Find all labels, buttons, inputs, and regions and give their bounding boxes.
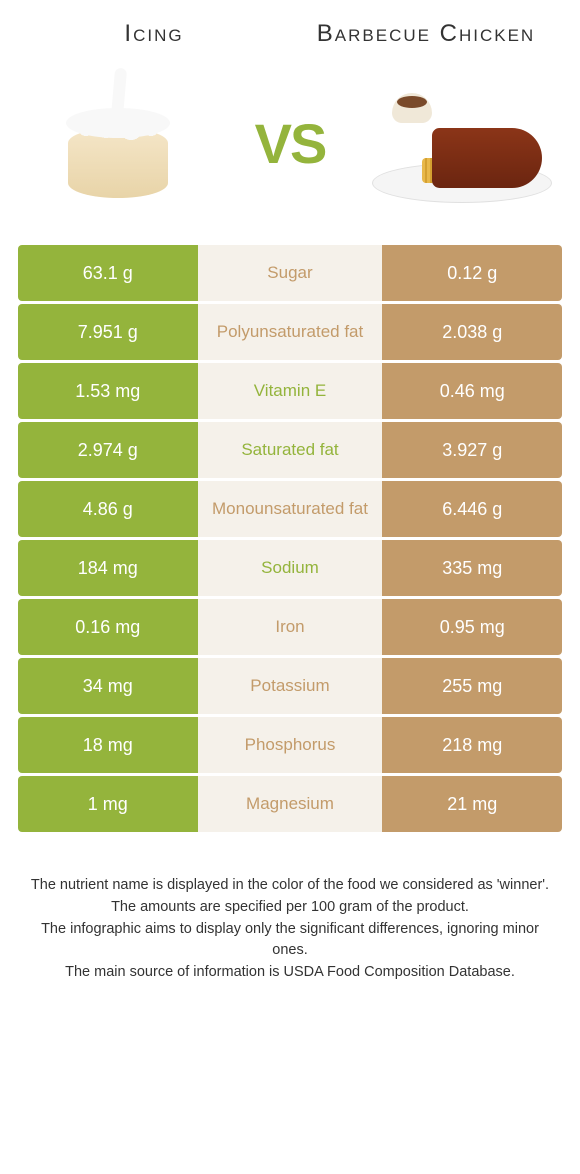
nutrient-value-left: 184 mg xyxy=(18,540,198,596)
nutrient-row: 184 mgSodium335 mg xyxy=(18,540,562,596)
nutrient-row: 4.86 gMonounsaturated fat6.446 g xyxy=(18,481,562,537)
nutrient-row: 34 mgPotassium255 mg xyxy=(18,658,562,714)
infographic-container: Icing Barbecue Chicken VS 63.1 gSugar0.1… xyxy=(0,0,580,1004)
bbq-icon xyxy=(372,83,552,203)
nutrient-label: Magnesium xyxy=(198,776,383,832)
nutrient-value-right: 335 mg xyxy=(382,540,562,596)
nutrient-value-right: 218 mg xyxy=(382,717,562,773)
footer-line: The infographic aims to display only the… xyxy=(26,919,554,963)
nutrient-row: 7.951 gPolyunsaturated fat2.038 g xyxy=(18,304,562,360)
footer-notes: The nutrient name is displayed in the co… xyxy=(18,875,562,984)
nutrient-label: Potassium xyxy=(198,658,383,714)
nutrient-label: Phosphorus xyxy=(198,717,383,773)
nutrient-value-right: 3.927 g xyxy=(382,422,562,478)
nutrient-value-right: 255 mg xyxy=(382,658,562,714)
nutrient-value-left: 34 mg xyxy=(18,658,198,714)
nutrient-value-right: 0.12 g xyxy=(382,245,562,301)
nutrient-row: 18 mgPhosphorus218 mg xyxy=(18,717,562,773)
food-image-right xyxy=(362,68,562,218)
nutrient-value-right: 6.446 g xyxy=(382,481,562,537)
images-row: VS xyxy=(18,68,562,218)
nutrient-value-left: 1.53 mg xyxy=(18,363,198,419)
nutrient-label: Iron xyxy=(198,599,383,655)
nutrient-table: 63.1 gSugar0.12 g7.951 gPolyunsaturated … xyxy=(18,242,562,835)
nutrient-label: Saturated fat xyxy=(198,422,383,478)
header-row: Icing Barbecue Chicken xyxy=(18,20,562,48)
vs-label: VS xyxy=(255,111,326,176)
nutrient-value-left: 7.951 g xyxy=(18,304,198,360)
footer-line: The main source of information is USDA F… xyxy=(26,962,554,984)
nutrient-value-right: 0.95 mg xyxy=(382,599,562,655)
nutrient-label: Monounsaturated fat xyxy=(198,481,383,537)
nutrient-row: 63.1 gSugar0.12 g xyxy=(18,245,562,301)
nutrient-value-left: 1 mg xyxy=(18,776,198,832)
nutrient-label: Vitamin E xyxy=(198,363,383,419)
nutrient-row: 1 mgMagnesium21 mg xyxy=(18,776,562,832)
nutrient-value-left: 4.86 g xyxy=(18,481,198,537)
food-title-right: Barbecue Chicken xyxy=(290,20,562,48)
nutrient-row: 1.53 mgVitamin E0.46 mg xyxy=(18,363,562,419)
nutrient-value-left: 63.1 g xyxy=(18,245,198,301)
nutrient-value-right: 0.46 mg xyxy=(382,363,562,419)
cake-icon xyxy=(48,78,188,208)
nutrient-label: Sugar xyxy=(198,245,383,301)
nutrient-value-left: 2.974 g xyxy=(18,422,198,478)
nutrient-value-left: 0.16 mg xyxy=(18,599,198,655)
nutrient-value-right: 21 mg xyxy=(382,776,562,832)
nutrient-label: Sodium xyxy=(198,540,383,596)
footer-line: The nutrient name is displayed in the co… xyxy=(26,875,554,897)
footer-line: The amounts are specified per 100 gram o… xyxy=(26,897,554,919)
food-title-left: Icing xyxy=(18,20,290,48)
nutrient-label: Polyunsaturated fat xyxy=(198,304,383,360)
food-image-left xyxy=(18,68,218,218)
nutrient-row: 0.16 mgIron0.95 mg xyxy=(18,599,562,655)
nutrient-value-left: 18 mg xyxy=(18,717,198,773)
nutrient-row: 2.974 gSaturated fat3.927 g xyxy=(18,422,562,478)
nutrient-value-right: 2.038 g xyxy=(382,304,562,360)
